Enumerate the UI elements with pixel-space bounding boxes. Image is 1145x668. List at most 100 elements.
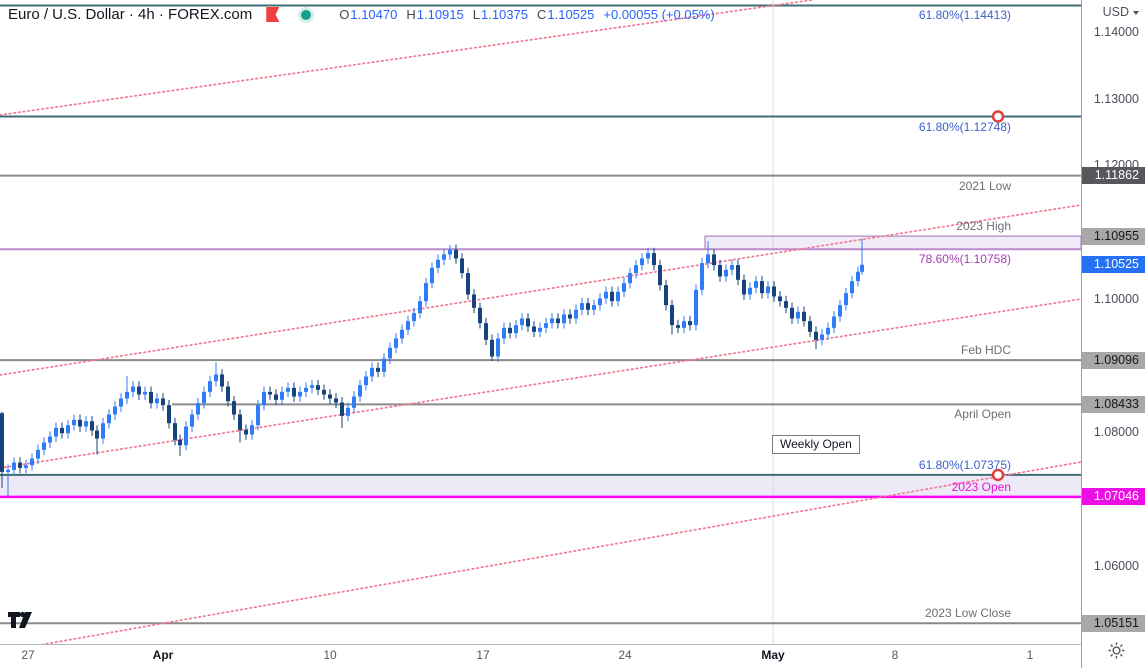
candle-body (54, 427, 58, 437)
ohlc-value-o: 1.10470 (350, 7, 398, 22)
price-change: +0.00055 (+0.05%) (603, 7, 715, 22)
candle-body (826, 327, 830, 335)
chart-pane[interactable]: Euro / U.S. Dollar · 4h · FOREX.com O 1.1… (0, 0, 1081, 644)
candle-body (520, 318, 524, 326)
candle-body (382, 358, 386, 372)
candle-body (72, 419, 76, 426)
candle-body (6, 469, 10, 472)
candle-body (778, 296, 782, 302)
candle-body (262, 391, 266, 406)
candle-body (742, 279, 746, 295)
price-badge-2023-high: 1.10955 (1082, 227, 1145, 245)
candle-body (322, 389, 326, 395)
candle-body (736, 265, 740, 280)
candle-body (388, 347, 392, 359)
candle-body (190, 414, 194, 427)
candle-body (101, 423, 105, 439)
level-label-feb-hdc[interactable]: Feb HDC (960, 343, 1011, 358)
candle-body (484, 323, 488, 340)
support-zone-band[interactable] (0, 474, 1081, 497)
candle-body (670, 305, 674, 326)
candle-body (844, 293, 848, 306)
candle-body (412, 313, 416, 322)
candle-body (766, 286, 770, 294)
candle-body (598, 298, 602, 306)
candle-body (652, 253, 656, 266)
candle-body (310, 385, 314, 388)
price-tick-1.08000: 1.08000 (1093, 425, 1139, 440)
candle-body (688, 321, 692, 326)
channel-line-top[interactable] (0, 0, 813, 116)
level-label-61-80-1-07375[interactable]: 61.80%(1.07375) (918, 457, 1011, 472)
tradingview-logo-icon[interactable] (8, 611, 38, 629)
level-label-78-60-1-10758[interactable]: 78.60%(1.10758) (918, 252, 1011, 267)
candle-body (143, 391, 147, 395)
level-label-61-80-1-14413[interactable]: 61.80%(1.14413) (918, 8, 1011, 23)
channel-line-lower[interactable] (0, 298, 1081, 469)
candle-body (238, 414, 242, 430)
ohlc-key-o: O (339, 7, 350, 22)
candle-body (286, 387, 290, 392)
candle-body (149, 391, 153, 404)
candle-body (700, 263, 704, 290)
candle-body (95, 430, 99, 439)
currency-dropdown[interactable]: USD (1103, 5, 1139, 19)
candle-body (514, 325, 518, 334)
candle-body (214, 374, 218, 382)
candle-body (78, 419, 82, 427)
candle-body (370, 367, 374, 377)
candle-body (394, 338, 398, 348)
level-label-2023-low-close[interactable]: 2023 Low Close (924, 606, 1011, 621)
channel-line-mid[interactable] (0, 204, 1081, 376)
candle-body (808, 321, 812, 332)
level-label-61-80-1-12748[interactable]: 61.80%(1.12748) (918, 119, 1011, 134)
date-tick-10: 10 (323, 648, 337, 662)
candle-body (610, 291, 614, 302)
candle-body (860, 264, 864, 272)
level-label-2023-high[interactable]: 2023 High (956, 219, 1011, 234)
axis-separator-vertical (1081, 0, 1082, 668)
candle-body (274, 394, 278, 400)
candle-body (574, 309, 578, 319)
candle-body (790, 307, 794, 319)
candle-body (250, 425, 254, 435)
alert-marker-icon[interactable] (991, 110, 1005, 123)
candle-body (24, 465, 28, 468)
candle-body (832, 316, 836, 328)
level-label-2021-low[interactable]: 2021 Low (958, 178, 1011, 193)
candle-body (550, 318, 554, 324)
price-axis[interactable]: USD 1.14000 1.13000 1.12000 1.10000 1.08000 1… (1082, 0, 1145, 668)
candle-body (244, 429, 248, 435)
candle-body (352, 396, 356, 408)
resistance-zone-rect[interactable] (704, 235, 1081, 250)
candle-body (442, 254, 446, 260)
price-chart-canvas[interactable] (0, 0, 1081, 644)
candle-body (364, 376, 368, 386)
candle-body (113, 406, 117, 415)
channel-line-bottom[interactable] (0, 461, 1081, 644)
symbol-title: Euro / U.S. Dollar · 4h · FOREX.com (8, 6, 253, 23)
candle-body (0, 413, 4, 472)
candle-body (532, 326, 536, 332)
candle-body (119, 398, 123, 407)
candle-body (232, 401, 236, 415)
level-label-2023-open[interactable]: 2023 Open (951, 479, 1011, 494)
candle-body (161, 398, 165, 406)
weekly-open-label[interactable]: Weekly Open (772, 435, 860, 454)
chart-legend: Euro / U.S. Dollar · 4h · FOREX.com O 1.1… (8, 6, 715, 23)
ohlc-value-h: 1.10915 (416, 7, 464, 22)
candle-body (178, 439, 182, 446)
settings-gear-icon[interactable] (1108, 642, 1125, 659)
date-tick-27: 27 (21, 648, 35, 662)
candle-body (820, 334, 824, 340)
time-axis[interactable]: 27 Apr 10 17 24 May 8 1 (0, 645, 1081, 668)
alert-marker-icon[interactable] (991, 468, 1005, 482)
candle-body (496, 338, 500, 357)
candle-body (544, 323, 548, 328)
price-badge-2023-low-close: 1.05151 (1082, 614, 1145, 632)
candle-body (436, 259, 440, 268)
candle-body (173, 423, 177, 440)
candle-body (84, 421, 88, 427)
level-label-april-open[interactable]: April Open (954, 407, 1011, 422)
candle-body (604, 291, 608, 299)
